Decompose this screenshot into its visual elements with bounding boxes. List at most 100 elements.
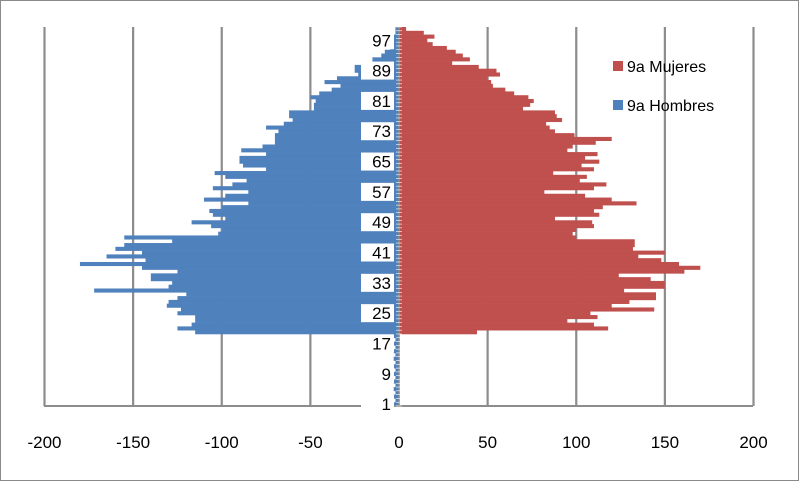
- y-axis-labels: 1 9 17 25 33 41 49 57 65 73 81 89 97: [361, 31, 394, 414]
- bar-hombres-age-76: [292, 117, 399, 123]
- y-tick-label-65: 65: [372, 153, 391, 172]
- bar-hombres-age-92: [372, 57, 399, 62]
- bar-mujeres-age-29: [399, 296, 657, 301]
- bar-hombres-age-100: [395, 27, 399, 32]
- bar-hombres-age-4: [395, 390, 399, 395]
- bar-mujeres-age-57: [399, 189, 545, 195]
- bar-hombres-age-40: [106, 254, 399, 259]
- bar-hombres-age-80: [313, 102, 399, 107]
- bar-mujeres-age-30: [399, 292, 657, 297]
- bar-mujeres-age-85: [399, 83, 493, 88]
- bar-hombres-age-86: [324, 80, 399, 85]
- bar-hombres-age-57: [248, 189, 399, 195]
- bar-hombres-age-73: [278, 129, 399, 134]
- y-tick-label-background: [361, 122, 394, 141]
- bar-mujeres-age-45: [399, 235, 577, 240]
- bar-hombres-age-56: [225, 193, 399, 198]
- bar-hombres-age-74: [266, 125, 399, 130]
- bar-mujeres-age-39: [399, 258, 662, 263]
- bar-hombres-age-98: [393, 34, 399, 39]
- y-tick-label-background: [361, 395, 394, 414]
- bar-hombres-age-21: [177, 326, 399, 331]
- bar-mujeres-age-51: [399, 212, 600, 217]
- bar-hombres-age-36: [177, 269, 399, 274]
- bar-mujeres-age-64: [399, 163, 582, 168]
- bar-mujeres-age-97: [399, 38, 428, 43]
- bar-mujeres-age-88: [399, 72, 501, 77]
- bar-hombres-age-42: [115, 246, 400, 251]
- y-tick-label-1: 1: [382, 395, 391, 414]
- bar-mujeres-age-89: [399, 68, 497, 73]
- bar-mujeres-age-47: [399, 227, 577, 232]
- bar-hombres-age-8: [395, 375, 399, 380]
- bar-mujeres-age-32: [399, 284, 665, 289]
- legend-label-hombres: 9a Hombres: [627, 98, 714, 115]
- bar-mujeres-age-87: [399, 76, 488, 81]
- bar-hombres-age-30: [186, 292, 399, 297]
- bar-hombres-age-29: [177, 296, 399, 301]
- bar-hombres-age-53: [221, 205, 399, 210]
- bar-hombres-age-32: [168, 284, 399, 289]
- bar-hombres-age-26: [180, 307, 399, 312]
- bar-hombres-age-33: [172, 280, 399, 286]
- bar-hombres-age-75: [283, 121, 399, 126]
- x-tick-label--150: -150: [116, 433, 150, 452]
- x-axis: -200 -150 -100 -50 0 50 100 150 200: [27, 26, 768, 452]
- y-tick-label-81: 81: [372, 92, 391, 111]
- bar-hombres-age-72: [274, 133, 399, 138]
- bar-hombres-age-93: [381, 53, 399, 58]
- bar-hombres-age-9: [393, 371, 399, 376]
- bar-mujeres-age-53: [399, 205, 603, 210]
- y-tick-label-background: [361, 182, 394, 201]
- bar-mujeres-age-66: [399, 155, 586, 160]
- bar-mujeres-age-48: [399, 224, 594, 229]
- bar-mujeres-age-42: [399, 246, 633, 251]
- bar-hombres-age-5: [393, 387, 399, 392]
- bar-hombres-age-15: [393, 349, 399, 354]
- bar-hombres-age-23: [195, 318, 399, 323]
- bar-hombres-age-61: [225, 174, 399, 179]
- bar-mujeres-age-22: [399, 322, 594, 327]
- bar-mujeres-age-41: [399, 250, 665, 255]
- y-tick-label-background: [361, 61, 394, 80]
- bar-mujeres-age-94: [399, 49, 456, 54]
- bar-mujeres-age-75: [399, 121, 547, 126]
- bar-hombres-age-52: [209, 208, 399, 214]
- bar-mujeres-age-56: [399, 193, 586, 198]
- bar-mujeres-age-44: [399, 239, 635, 244]
- bar-mujeres-age-98: [399, 34, 435, 39]
- y-tick-label-background: [361, 213, 394, 232]
- bar-mujeres-age-58: [399, 186, 594, 191]
- y-tick-label-49: 49: [372, 213, 391, 232]
- x-tick-label--100: -100: [205, 433, 239, 452]
- bar-mujeres-age-63: [399, 167, 594, 172]
- y-tick-label-background: [361, 364, 394, 383]
- bar-hombres-age-82: [310, 95, 399, 100]
- bar-hombres-age-7: [393, 379, 399, 384]
- bar-mujeres-age-92: [399, 57, 470, 62]
- x-tick-label-200: 200: [739, 433, 767, 452]
- bar-mujeres-age-95: [399, 45, 447, 51]
- bar-hombres-age-34: [150, 277, 399, 282]
- bar-hombres-age-79: [313, 106, 399, 111]
- bar-hombres-age-62: [214, 171, 399, 176]
- bar-hombres-age-71: [274, 136, 399, 141]
- bar-mujeres-age-36: [399, 269, 685, 274]
- bar-mujeres-age-60: [399, 178, 580, 183]
- bar-hombres-age-25: [177, 311, 399, 316]
- bar-hombres-age-20: [195, 330, 399, 335]
- bar-hombres-age-58: [212, 186, 399, 191]
- bar-hombres-age-17: [393, 341, 399, 346]
- bar-mujeres-age-28: [399, 299, 630, 304]
- bar-hombres-age-94: [384, 49, 399, 54]
- bar-mujeres-age-27: [399, 303, 612, 308]
- bar-mujeres-age-73: [399, 129, 555, 134]
- bar-hombres-age-51: [212, 212, 399, 217]
- bar-hombres-age-31: [94, 288, 399, 293]
- y-tick-label-background: [361, 304, 394, 323]
- bar-hombres-age-24: [195, 315, 399, 320]
- y-tick-label-17: 17: [372, 334, 391, 353]
- bar-mujeres-age-90: [399, 64, 479, 69]
- bar-hombres-age-12: [395, 360, 399, 365]
- bar-hombres-age-78: [289, 110, 399, 115]
